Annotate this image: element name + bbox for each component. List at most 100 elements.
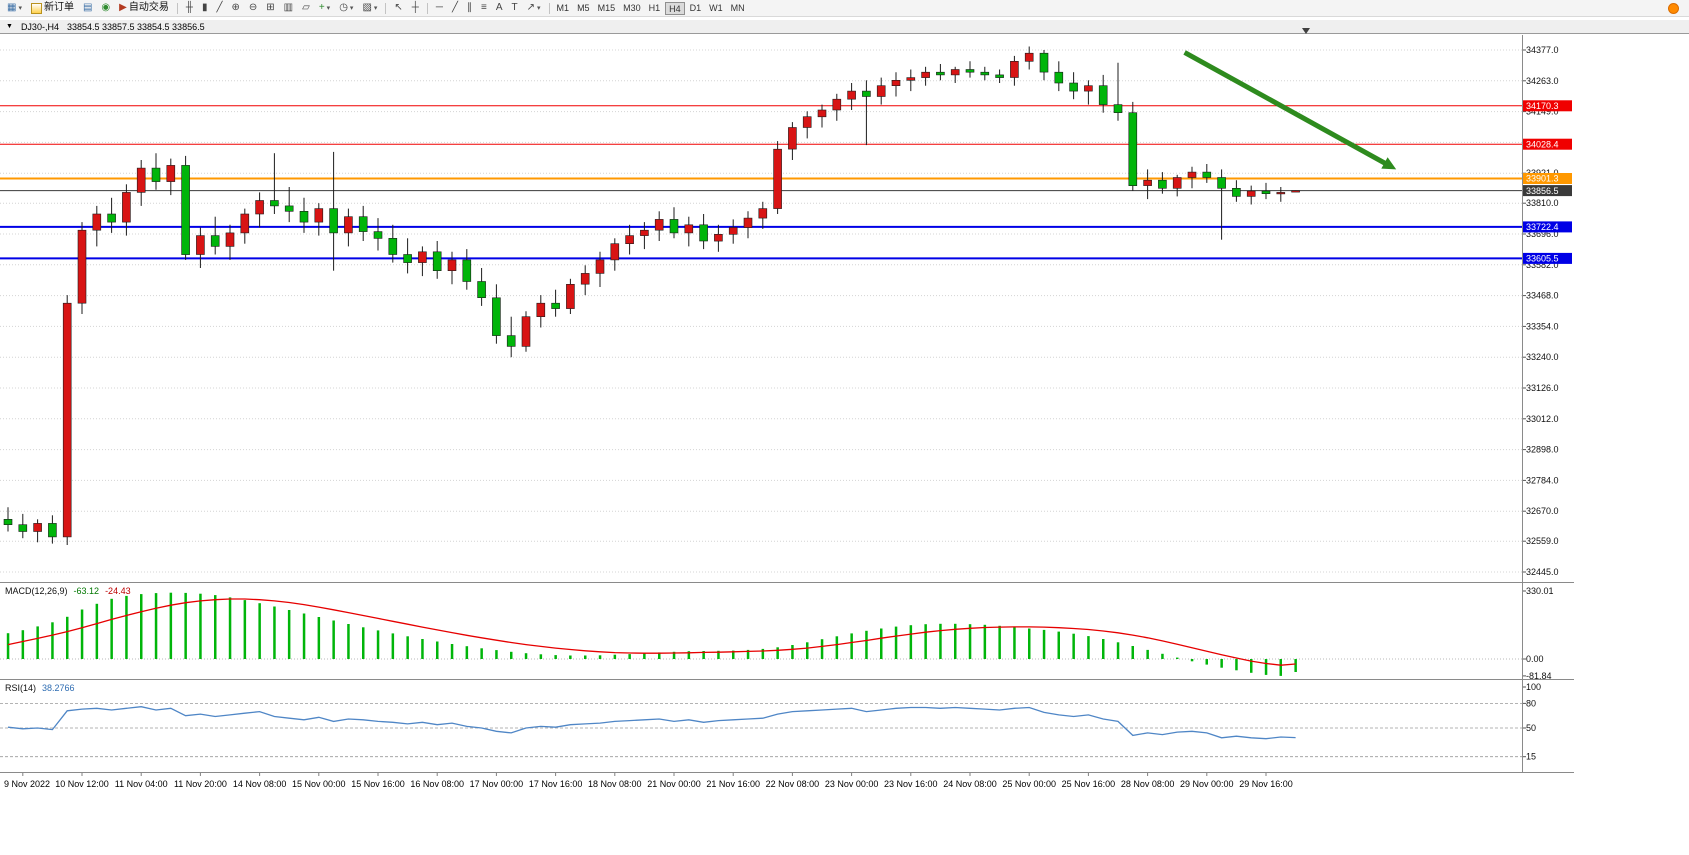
candle-body (595, 259, 605, 274)
candle-body (640, 229, 649, 236)
autotrading-button[interactable]: ▶ 自动交易 (115, 0, 173, 16)
time-axis[interactable]: 9 Nov 2022 10 Nov 12:00 11 Nov 04:00 11 Nov… (0, 773, 1574, 797)
candle-body (669, 219, 679, 234)
candle-body (329, 208, 338, 234)
candle-body (788, 127, 797, 150)
candle-body (714, 234, 723, 242)
macd-histogram-bar (776, 647, 779, 659)
main-chart-panel[interactable]: 34377.034263.034149.034035.033921.033810… (0, 35, 1574, 583)
macd-histogram-bar (1294, 659, 1297, 672)
candlestick-chart-button[interactable]: ▮ (198, 0, 212, 16)
timeframe-button-m15[interactable]: M15 (597, 2, 616, 13)
macd-histogram-bar (391, 633, 395, 659)
price-axis-label: 32898.0 (1526, 445, 1559, 455)
text-tool-button[interactable]: A (492, 0, 507, 16)
charts-menu-button[interactable]: ▦ ▾ (3, 0, 26, 16)
macd-histogram-bar (761, 648, 765, 659)
time-axis-canvas: 9 Nov 2022 10 Nov 12:00 11 Nov 04:00 11 Nov… (4, 773, 1293, 789)
window-menu-icon[interactable]: ▼ (6, 23, 13, 30)
toolbar-separator (385, 2, 387, 14)
macd-histogram-bar (436, 641, 439, 659)
arrows-tool-button[interactable]: ↗ ▾ (523, 0, 545, 16)
macd-histogram-bar (332, 620, 335, 659)
notification-icon[interactable] (1668, 3, 1679, 14)
timeframe-button-mn[interactable]: MN (730, 2, 745, 13)
candle-body (802, 116, 812, 128)
text-label-tool-button[interactable]: T (508, 0, 522, 16)
timeframe-button-w1[interactable]: W1 (709, 2, 723, 13)
timeframe-button-h4[interactable]: H4 (665, 1, 685, 15)
rsi-panel[interactable]: 100 80 50 15 (0, 680, 1574, 773)
macd-canvas[interactable]: 330.01 0.00 -81.84 (0, 583, 1574, 679)
indicators-button[interactable]: + ▾ (315, 0, 334, 16)
macd-histogram-bar (865, 630, 868, 659)
candle-body (580, 273, 590, 285)
macd-axis-label: 330.01 (1526, 586, 1554, 596)
crosshair-button[interactable]: ┼ (408, 0, 423, 16)
candle-body (225, 232, 235, 247)
candle-body (122, 192, 131, 223)
macd-panel[interactable]: 330.01 0.00 -81.84 (0, 583, 1574, 680)
cascade-windows-button[interactable]: ▱ (298, 0, 314, 16)
templates-button[interactable]: ▧ ▾ (358, 0, 381, 16)
fibonacci-tool-button[interactable]: ≡ (477, 0, 491, 16)
zoom-in-button[interactable]: ⊕ (228, 0, 244, 16)
price-axis-label: 33354.0 (1526, 321, 1559, 331)
price-badge (1523, 173, 1572, 184)
timeframe-button-h1[interactable]: H1 (648, 2, 661, 13)
trend-arrow-annotation[interactable] (1183, 50, 1397, 170)
price-axis-label: 33012.0 (1526, 414, 1559, 424)
candle-body (758, 208, 768, 219)
zoom-out-button[interactable]: ⊖ (245, 0, 261, 16)
candle-body (1276, 192, 1286, 195)
timeframe-button-m5[interactable]: M5 (577, 2, 590, 13)
timeframe-button-d1[interactable]: D1 (689, 2, 702, 13)
market-watch-button[interactable]: ▤ (79, 0, 96, 16)
candle-body (388, 238, 398, 255)
chart-shift-marker[interactable] (1302, 28, 1310, 34)
macd-histogram-bar (1072, 633, 1075, 659)
navigator-button[interactable]: ◉ (97, 0, 114, 16)
candle-body (536, 302, 546, 318)
time-axis-label: 14 Nov 08:00 (233, 779, 287, 789)
candle-body (3, 518, 13, 525)
timeframe-button-m30[interactable]: M30 (623, 2, 641, 13)
candle-body (1010, 60, 1019, 78)
timeframe-button-m1[interactable]: M1 (556, 2, 570, 13)
channel-tool-button[interactable]: ∥ (463, 0, 476, 16)
macd-histogram-bar (317, 617, 321, 659)
line-chart-button[interactable]: ╱ (212, 0, 226, 16)
cursor-button[interactable]: ↖ (390, 0, 406, 16)
candle-body (344, 216, 353, 234)
macd-histogram-bar (465, 646, 469, 659)
macd-histogram-bar (909, 625, 913, 659)
trendline-tool-button[interactable]: ╱ (448, 0, 462, 16)
macd-histogram-bar (746, 649, 750, 659)
panel-splitter[interactable] (0, 580, 1574, 585)
new-order-button[interactable]: 新订单 (27, 0, 78, 16)
candle-body (551, 302, 560, 309)
periods-button[interactable]: ◷ ▾ (335, 0, 357, 16)
arrange-windows-button[interactable]: ▥ (280, 0, 297, 16)
macd-histogram-bar (1013, 627, 1016, 659)
tile-windows-button[interactable]: ⊞ (262, 0, 278, 16)
macd-histogram-bar (1235, 659, 1238, 671)
macd-histogram-bar (968, 624, 972, 659)
candle-body (270, 200, 279, 207)
arrange-windows-icon: ▥ (283, 2, 294, 13)
rsi-canvas[interactable]: 100 80 50 15 (0, 680, 1574, 772)
price-badge (1523, 185, 1572, 197)
panel-splitter[interactable] (0, 677, 1574, 682)
cascade-windows-icon: ▱ (302, 2, 310, 13)
macd-histogram-bar (495, 650, 498, 659)
price-badge-label: 33722.4 (1526, 222, 1559, 232)
crosshair-icon: ┼ (411, 2, 419, 13)
horizontal-line-tool-button[interactable]: ─ (432, 0, 447, 16)
time-axis-label: 24 Nov 08:00 (943, 779, 997, 789)
bar-chart-button[interactable]: ╫ (182, 0, 197, 16)
candle-body (847, 90, 856, 100)
rsi-label: RSI(14) 38.2766 (5, 683, 75, 693)
chart-window-icon: ▦ (7, 2, 17, 13)
main-chart-canvas[interactable]: 34377.034263.034149.034035.033921.033810… (0, 35, 1574, 582)
price-axis-label: 34263.0 (1526, 76, 1559, 86)
